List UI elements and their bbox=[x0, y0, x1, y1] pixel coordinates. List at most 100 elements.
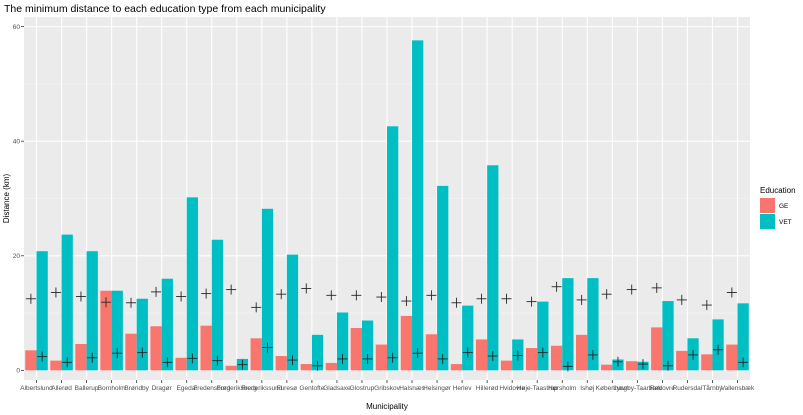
bar-vet bbox=[186, 197, 198, 371]
marker-ge bbox=[326, 290, 337, 301]
marker-vet bbox=[637, 359, 648, 370]
marker-ge bbox=[351, 290, 362, 301]
bar-ge bbox=[150, 326, 162, 371]
bar-vet bbox=[462, 305, 474, 371]
bar-ge bbox=[250, 338, 262, 371]
marker-ge bbox=[251, 302, 262, 313]
bar-vet bbox=[161, 278, 173, 371]
marker-vet bbox=[62, 357, 73, 368]
marker-ge bbox=[651, 282, 662, 293]
x-tick-label: Lyngby-Taarbæk bbox=[613, 385, 662, 392]
marker-ge bbox=[551, 281, 562, 292]
bar-ge bbox=[50, 360, 62, 371]
marker-ge bbox=[126, 297, 137, 308]
marker-vet bbox=[387, 352, 398, 363]
marker-ge bbox=[451, 297, 462, 308]
marker-ge bbox=[501, 293, 512, 304]
marker-group bbox=[25, 281, 749, 372]
bar-ge bbox=[225, 365, 237, 371]
bar-vet bbox=[36, 251, 48, 371]
y-tick-label: 40 bbox=[13, 139, 21, 146]
chart-title: The minimum distance to each education t… bbox=[4, 3, 326, 15]
x-tick-label: Hvidovre bbox=[499, 385, 525, 392]
x-tick-label: Frederiksberg bbox=[217, 385, 257, 392]
x-tick-label: Allerød bbox=[51, 385, 72, 392]
y-axis-title: Distance (km) bbox=[2, 173, 11, 223]
marker-ge bbox=[176, 291, 187, 302]
x-tick-label: Fredensborg bbox=[193, 385, 230, 392]
x-tick-label: Ballerup bbox=[75, 385, 99, 392]
x-tick-label: Rudersdal bbox=[673, 385, 703, 392]
marker-vet bbox=[312, 360, 323, 371]
bar-vet bbox=[211, 239, 224, 371]
x-tick-label: Ishøj bbox=[580, 385, 594, 392]
marker-ge bbox=[676, 294, 687, 305]
bar-vet bbox=[61, 234, 73, 371]
bar-vet bbox=[286, 254, 299, 371]
bar-ge bbox=[100, 290, 112, 371]
bar-ge bbox=[300, 364, 312, 371]
bar-vet bbox=[111, 290, 123, 371]
marker-vet bbox=[512, 350, 523, 361]
x-tick-label: Gribskov bbox=[374, 385, 400, 392]
marker-vet bbox=[738, 357, 749, 368]
legend-label-vet: VET bbox=[779, 219, 792, 226]
marker-ge bbox=[576, 294, 587, 305]
bar-ge bbox=[626, 361, 638, 371]
x-tick-label: Gentofte bbox=[299, 385, 324, 392]
bar-ge bbox=[125, 333, 137, 371]
marker-vet bbox=[537, 347, 548, 358]
bar-vet bbox=[587, 278, 599, 371]
marker-vet bbox=[37, 351, 48, 362]
x-tick-label: Gladsaxe bbox=[323, 385, 351, 392]
bar-vet bbox=[487, 165, 499, 371]
marker-ge bbox=[476, 293, 487, 304]
bar-ge bbox=[701, 354, 713, 371]
y-tick-label: 0 bbox=[16, 368, 20, 375]
bar-vet bbox=[86, 251, 98, 371]
legend-label-ge: GE bbox=[779, 203, 789, 210]
bar-ge bbox=[500, 360, 513, 371]
marker-vet bbox=[362, 353, 373, 364]
y-tick-label: 20 bbox=[13, 253, 21, 260]
marker-ge bbox=[75, 291, 86, 302]
marker-vet bbox=[237, 359, 248, 370]
bar-ge bbox=[651, 327, 663, 371]
x-tick-label: Brøndby bbox=[124, 385, 149, 392]
marker-vet bbox=[187, 353, 198, 364]
marker-ge bbox=[376, 292, 387, 303]
y-axis: 0 20 40 60 bbox=[13, 24, 24, 375]
x-tick-label: Dragør bbox=[152, 385, 173, 392]
marker-ge bbox=[301, 283, 312, 294]
x-tick-label: Bornholm bbox=[98, 385, 126, 392]
marker-vet bbox=[437, 353, 448, 364]
marker-ge bbox=[276, 289, 287, 300]
bar-vet bbox=[412, 40, 424, 371]
marker-ge bbox=[726, 287, 737, 298]
bar-ge bbox=[450, 364, 463, 371]
x-tick-label: Egedal bbox=[177, 385, 198, 392]
legend-title: Education bbox=[760, 186, 796, 195]
x-tick-label: Halsnæs bbox=[399, 385, 425, 392]
marker-ge bbox=[401, 296, 412, 307]
marker-vet bbox=[663, 360, 674, 371]
bar-ge bbox=[425, 334, 438, 371]
x-tick-label: Furesø bbox=[277, 385, 298, 392]
x-tick-label: Frederikssund bbox=[241, 385, 283, 392]
legend-swatch-ge bbox=[760, 198, 775, 213]
bar-vet bbox=[136, 298, 148, 371]
marker-vet bbox=[587, 349, 598, 360]
bar-vet bbox=[387, 126, 399, 371]
marker-vet bbox=[462, 347, 473, 358]
x-tick-label: Glostrup bbox=[350, 385, 375, 392]
marker-ge bbox=[201, 288, 212, 299]
marker-ge bbox=[526, 296, 537, 307]
marker-vet bbox=[112, 348, 123, 359]
bar-ge bbox=[475, 339, 488, 371]
bar-ge bbox=[676, 350, 688, 371]
legend: Education GE VET bbox=[760, 186, 796, 229]
bar-vet bbox=[662, 301, 674, 371]
bar-vet bbox=[361, 320, 374, 371]
bar-ge bbox=[175, 357, 187, 371]
